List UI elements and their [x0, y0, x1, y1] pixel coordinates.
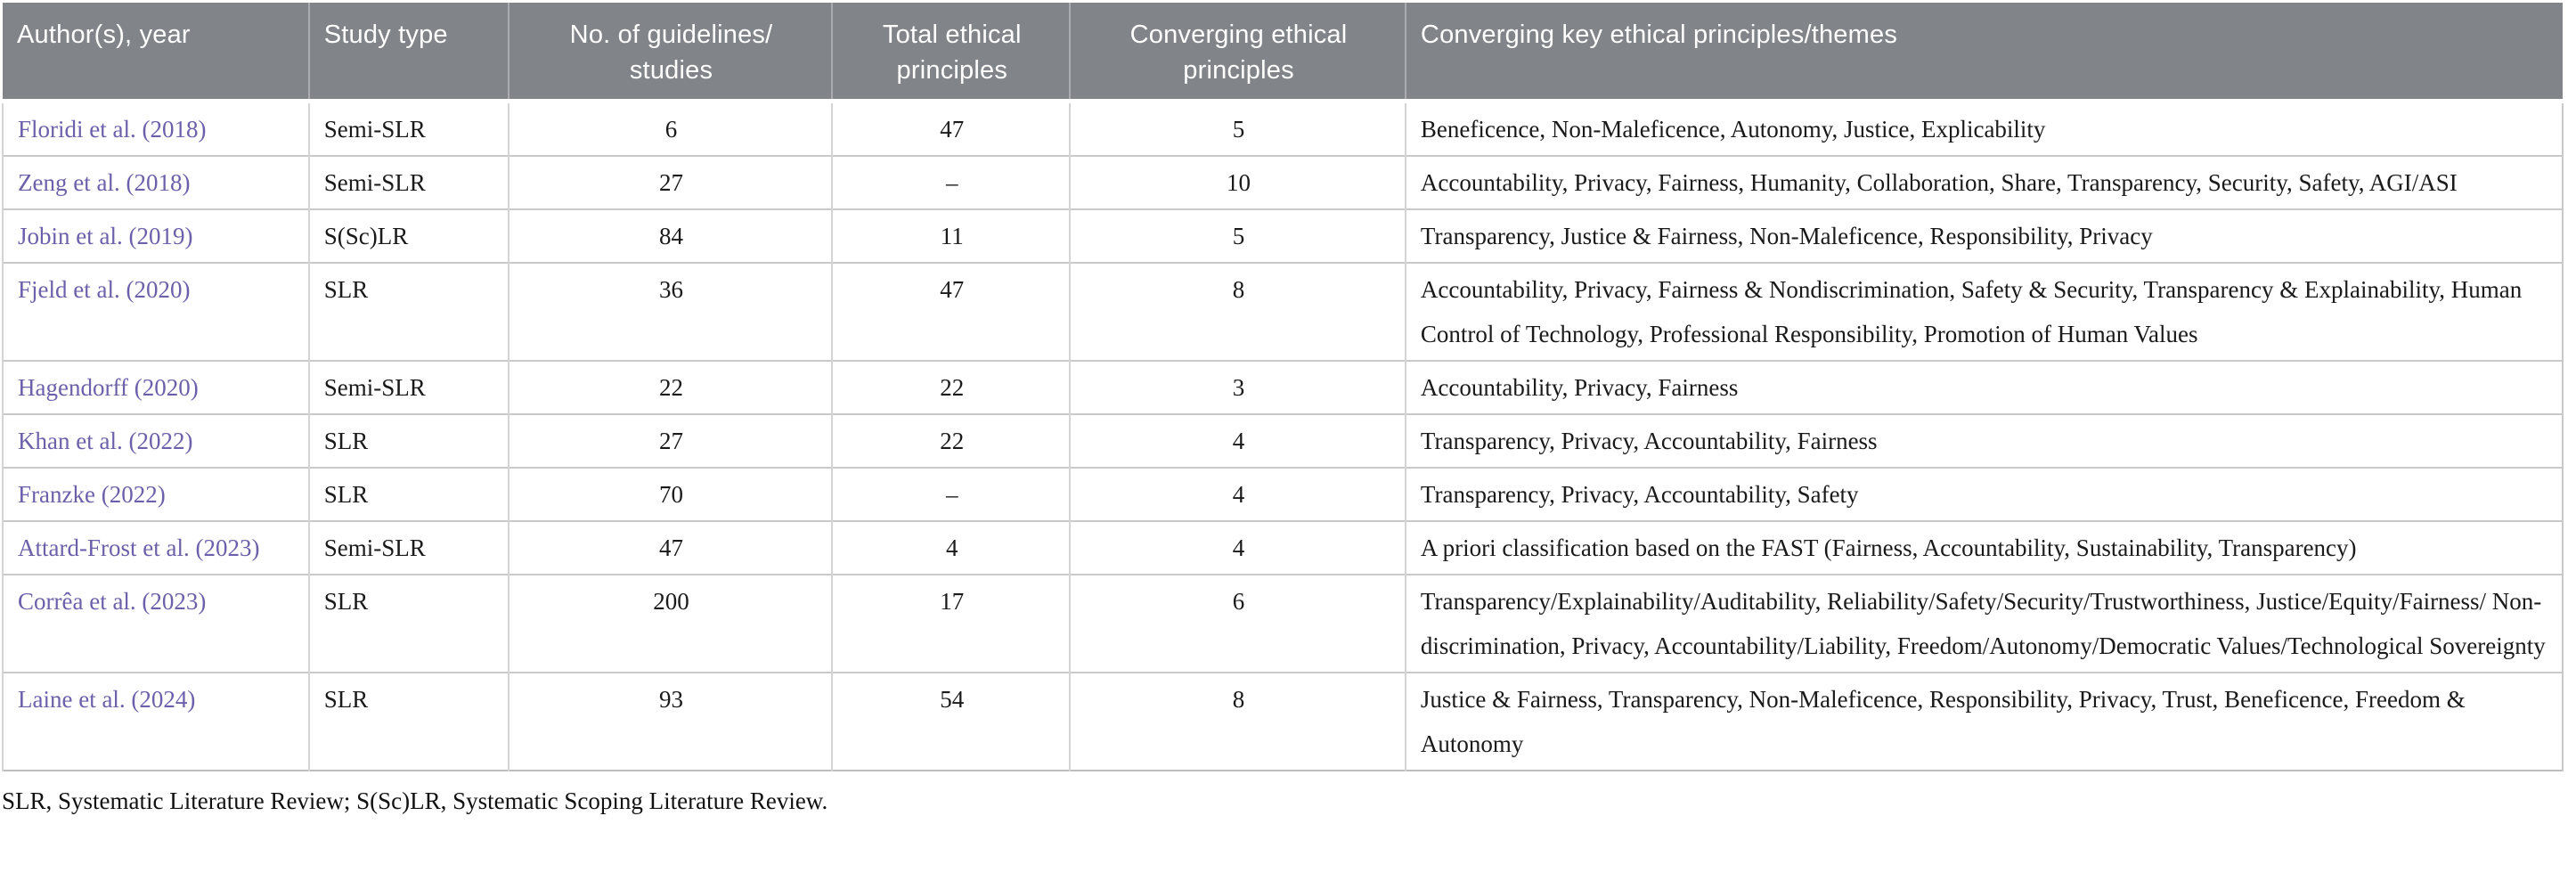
- cell-themes: Transparency, Privacy, Accountability, S…: [1405, 467, 2564, 521]
- cell-num_guidelines: 6: [508, 101, 834, 156]
- cell-author: Laine et al. (2024): [2, 672, 310, 771]
- cell-total_principles: 11: [832, 208, 1072, 263]
- cell-converging_principles: 4: [1070, 520, 1406, 575]
- author-link[interactable]: Khan et al. (2022): [18, 427, 193, 454]
- cell-author: Floridi et al. (2018): [2, 101, 310, 156]
- cell-num_guidelines: 36: [508, 262, 834, 361]
- cell-author: Hagendorff (2020): [2, 360, 310, 414]
- studies-table: Author(s), year Study type No. of guidelin…: [2, 3, 2564, 771]
- table-footnote: SLR, Systematic Literature Review; S(Sc)…: [2, 787, 828, 814]
- cell-study_type: Semi-SLR: [308, 360, 509, 414]
- cell-author: Fjeld et al. (2020): [2, 262, 310, 361]
- cell-total_principles: –: [832, 155, 1072, 209]
- cell-total_principles: 47: [832, 101, 1072, 156]
- cell-num_guidelines: 200: [508, 574, 834, 673]
- author-link[interactable]: Hagendorff (2020): [18, 373, 199, 401]
- column-header-total_principles: Total ethical principles: [832, 3, 1072, 103]
- cell-converging_principles: 5: [1070, 208, 1406, 263]
- table-row: Laine et al. (2024) SLR 93 54 8 Justice & Fai…: [2, 672, 2564, 771]
- author-link[interactable]: Franzke (2022): [18, 480, 166, 508]
- header-row: Author(s), year Study type No. of guidelin…: [3, 3, 2563, 103]
- author-link[interactable]: Zeng et al. (2018): [18, 168, 191, 196]
- cell-study_type: Semi-SLR: [308, 155, 509, 209]
- cell-num_guidelines: 70: [508, 467, 834, 521]
- cell-total_principles: 54: [832, 672, 1072, 771]
- table-row: Khan et al. (2022) SLR 27 22 4 Transparency, …: [2, 413, 2564, 468]
- cell-num_guidelines: 27: [508, 155, 834, 209]
- author-link[interactable]: Corrêa et al. (2023): [18, 587, 207, 615]
- column-header-converging_principles: Converging ethical principles: [1070, 3, 1406, 103]
- cell-study_type: SLR: [308, 262, 509, 361]
- author-link[interactable]: Fjeld et al. (2020): [18, 275, 191, 303]
- table-row: Zeng et al. (2018) Semi-SLR 27–10 Accountab…: [2, 155, 2564, 209]
- cell-themes: Beneficence, Non-Maleficence, Autonomy, …: [1405, 101, 2564, 156]
- cell-themes: Justice & Fairness, Transparency, Non-Ma…: [1405, 672, 2564, 771]
- cell-themes: Transparency, Justice & Fairness, Non-Ma…: [1405, 208, 2564, 263]
- paper-table-page: Author(s), year Study type No. of guidelin…: [0, 3, 2576, 873]
- cell-study_type: S(Sc)LR: [308, 208, 509, 263]
- cell-converging_principles: 4: [1070, 467, 1406, 521]
- cell-author: Corrêa et al. (2023): [2, 574, 310, 673]
- cell-themes: Accountability, Privacy, Fairness: [1405, 360, 2564, 414]
- cell-converging_principles: 6: [1070, 574, 1406, 673]
- cell-total_principles: 47: [832, 262, 1072, 361]
- cell-study_type: SLR: [308, 413, 509, 468]
- cell-author: Attard-Frost et al. (2023): [2, 520, 310, 575]
- table-row: Hagendorff (2020) Semi-SLR 22 22 3 Accountabi…: [2, 360, 2564, 414]
- table-row: Jobin et al. (2019) S(Sc)LR 84 11 5 Transpare…: [2, 208, 2564, 263]
- cell-study_type: SLR: [308, 672, 509, 771]
- cell-num_guidelines: 27: [508, 413, 834, 468]
- cell-total_principles: 22: [832, 360, 1072, 414]
- table-header: Author(s), year Study type No. of guidelin…: [3, 3, 2563, 103]
- cell-themes: A priori classification based on the FAS…: [1405, 520, 2564, 575]
- cell-themes: Transparency/Explainability/Auditability…: [1405, 574, 2564, 673]
- cell-num_guidelines: 84: [508, 208, 834, 263]
- table-row: Floridi et al. (2018) Semi-SLR 6 47 5 Benefic…: [2, 101, 2564, 156]
- cell-author: Zeng et al. (2018): [2, 155, 310, 209]
- column-header-author: Author(s), year: [3, 3, 310, 103]
- cell-author: Jobin et al. (2019): [2, 208, 310, 263]
- cell-total_principles: 17: [832, 574, 1072, 673]
- table-row: Fjeld et al. (2020) SLR 36 47 8 Accountabilit…: [2, 262, 2564, 361]
- cell-converging_principles: 3: [1070, 360, 1406, 414]
- author-link[interactable]: Floridi et al. (2018): [18, 115, 207, 143]
- cell-converging_principles: 8: [1070, 262, 1406, 361]
- cell-author: Franzke (2022): [2, 467, 310, 521]
- cell-themes: Transparency, Privacy, Accountability, F…: [1405, 413, 2564, 468]
- cell-themes: Accountability, Privacy, Fairness, Human…: [1405, 155, 2564, 209]
- cell-total_principles: 4: [832, 520, 1072, 575]
- cell-author: Khan et al. (2022): [2, 413, 310, 468]
- cell-total_principles: –: [832, 467, 1072, 521]
- cell-converging_principles: 10: [1070, 155, 1406, 209]
- cell-num_guidelines: 47: [508, 520, 834, 575]
- table-row: Franzke (2022) SLR 70–4 Transparency, Priva…: [2, 467, 2564, 521]
- cell-study_type: SLR: [308, 574, 509, 673]
- author-link[interactable]: Attard-Frost et al. (2023): [18, 534, 260, 561]
- cell-study_type: Semi-SLR: [308, 101, 509, 156]
- author-link[interactable]: Jobin et al. (2019): [18, 222, 193, 249]
- cell-converging_principles: 8: [1070, 672, 1406, 771]
- cell-num_guidelines: 22: [508, 360, 834, 414]
- cell-themes: Accountability, Privacy, Fairness & Nond…: [1405, 262, 2564, 361]
- column-header-themes: Converging key ethical principles/themes: [1405, 3, 2563, 103]
- table-row: Corrêa et al. (2023) SLR 200 17 6 Transparenc…: [2, 574, 2564, 673]
- column-header-num_guidelines: No. of guidelines/ studies: [508, 3, 834, 103]
- cell-total_principles: 22: [832, 413, 1072, 468]
- cell-num_guidelines: 93: [508, 672, 834, 771]
- cell-converging_principles: 5: [1070, 101, 1406, 156]
- cell-converging_principles: 4: [1070, 413, 1406, 468]
- table-row: Attard-Frost et al. (2023) Semi-SLR 47 4 4 A …: [2, 520, 2564, 575]
- column-header-study_type: Study type: [308, 3, 509, 103]
- cell-study_type: SLR: [308, 467, 509, 521]
- cell-study_type: Semi-SLR: [308, 520, 509, 575]
- author-link[interactable]: Laine et al. (2024): [18, 685, 196, 713]
- table-body: Floridi et al. (2018) Semi-SLR 6 47 5 Benefic…: [2, 101, 2564, 771]
